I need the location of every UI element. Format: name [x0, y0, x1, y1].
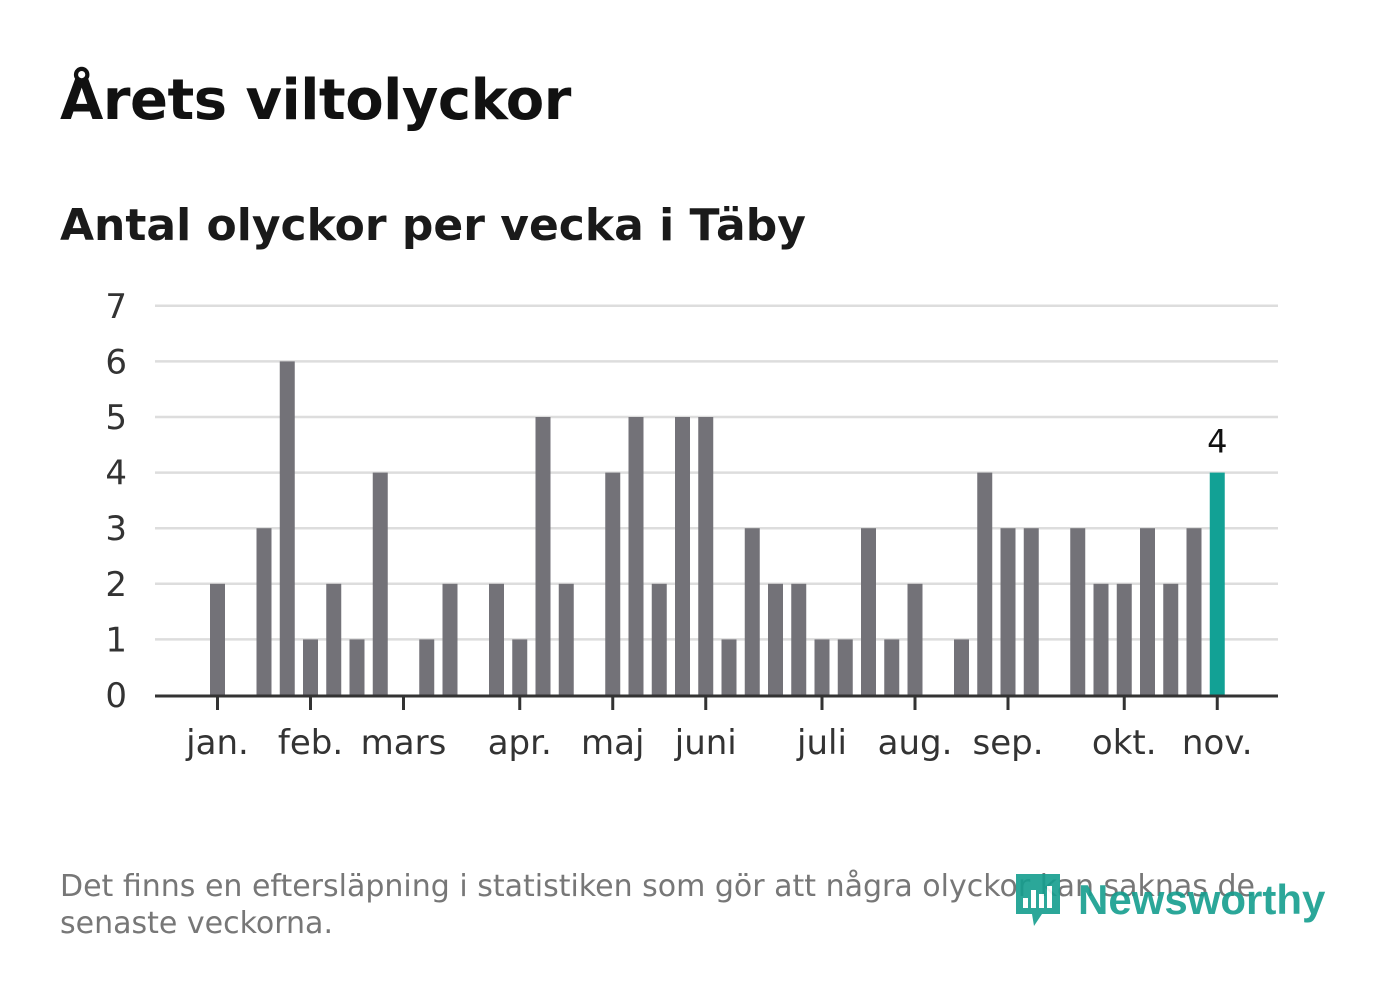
- bar: [698, 417, 714, 695]
- bar: [303, 639, 318, 695]
- x-tick-label: mars: [361, 723, 447, 763]
- bar: [1116, 583, 1132, 695]
- y-tick-label: 6: [105, 342, 127, 382]
- bar: [744, 528, 760, 695]
- x-tick-label: juli: [796, 723, 847, 763]
- bar: [954, 639, 969, 695]
- bar: [628, 417, 644, 695]
- data-label: 4: [1207, 423, 1227, 461]
- bar: [907, 583, 923, 695]
- y-tick-label: 1: [105, 620, 127, 660]
- x-tick-label: sep.: [972, 723, 1043, 763]
- bar: [558, 583, 574, 695]
- bar: [256, 528, 272, 695]
- bar: [1070, 528, 1086, 695]
- bar: [768, 583, 783, 695]
- bar: [791, 583, 807, 695]
- bar: [1163, 583, 1179, 695]
- bar: [977, 472, 993, 695]
- x-tick-label: jan.: [185, 723, 249, 763]
- logo-text: Newsworthy: [1078, 876, 1326, 923]
- x-tick-label: apr.: [488, 723, 552, 763]
- y-tick-label: 2: [105, 565, 127, 605]
- x-tick-label: juni: [674, 723, 737, 763]
- bar: [1093, 583, 1109, 695]
- bar: [279, 361, 295, 695]
- bar: [1140, 528, 1155, 695]
- x-tick-label: maj: [581, 723, 644, 763]
- bar: [489, 583, 504, 695]
- newsworthy-logo-icon: [1016, 874, 1060, 926]
- bar: [605, 472, 621, 695]
- bar: [372, 472, 388, 695]
- bar: [442, 583, 458, 695]
- bar: [535, 417, 551, 695]
- bar-highlight: [1209, 472, 1225, 695]
- bar-chart: 0 1 2 3 4 5 6 7 4 jan. feb. mars apr. maj juni juli aug.…: [105, 287, 1278, 763]
- bar: [512, 639, 528, 695]
- bar: [1023, 528, 1039, 695]
- bar: [721, 639, 737, 695]
- x-tick-label: aug.: [878, 723, 953, 763]
- y-tick-label: 7: [105, 287, 127, 327]
- x-tick-label: nov.: [1182, 723, 1253, 763]
- x-tick-label: okt.: [1092, 723, 1157, 763]
- bar: [884, 639, 900, 695]
- bar: [814, 639, 830, 695]
- y-tick-label: 4: [105, 454, 127, 494]
- bar: [675, 417, 690, 695]
- bar: [1000, 528, 1016, 695]
- chart-subtitle: Antal olyckor per vecka i Täby: [60, 200, 806, 251]
- bar: [837, 639, 853, 695]
- bar: [419, 639, 435, 695]
- chart-title: Årets viltolyckor: [60, 68, 571, 133]
- y-tick-label: 3: [105, 509, 127, 549]
- bar: [651, 583, 667, 695]
- bar: [1186, 528, 1202, 695]
- newsworthy-logo: Newsworthy: [1012, 870, 1325, 930]
- bar: [349, 639, 365, 695]
- bar: [326, 583, 342, 695]
- bar: [861, 528, 876, 695]
- y-tick-label: 0: [105, 676, 127, 716]
- y-tick-label: 5: [105, 398, 127, 438]
- bar: [210, 583, 225, 695]
- x-tick-label: feb.: [278, 723, 343, 763]
